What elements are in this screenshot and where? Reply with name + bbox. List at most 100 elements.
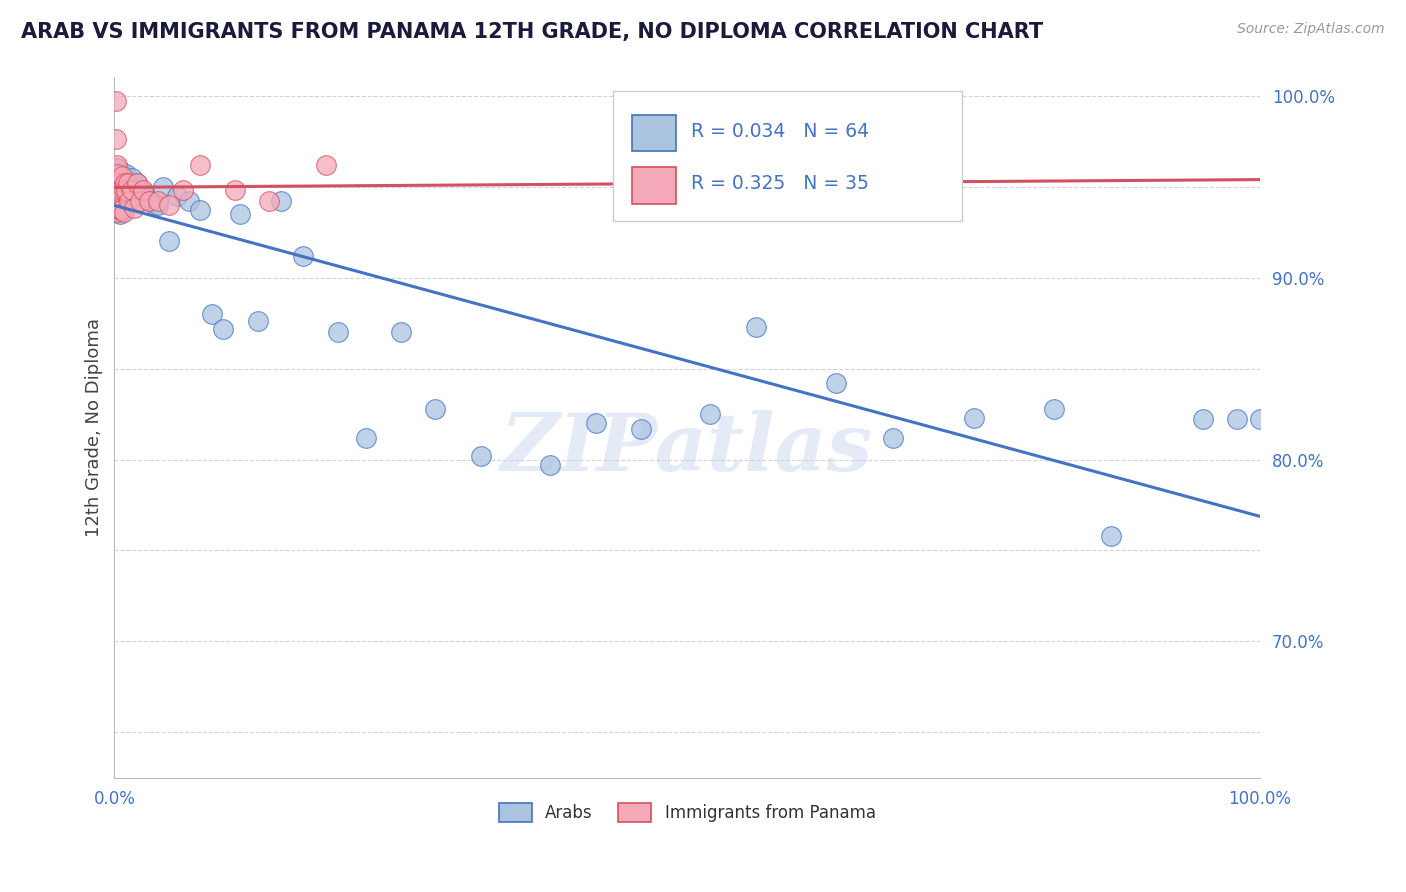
Point	[127, 176, 149, 190]
Point	[121, 190, 143, 204]
Point	[212, 321, 235, 335]
Point	[120, 183, 142, 197]
Point	[108, 176, 131, 190]
Point	[425, 401, 447, 416]
Point	[962, 410, 984, 425]
Point	[114, 170, 136, 185]
Point	[1099, 529, 1122, 543]
Point	[224, 183, 246, 197]
Point	[108, 203, 131, 218]
Point	[157, 234, 180, 248]
Point	[138, 194, 160, 209]
Point	[110, 165, 132, 179]
Y-axis label: 12th Grade, No Diploma: 12th Grade, No Diploma	[86, 318, 103, 537]
Point	[112, 196, 135, 211]
Point	[110, 203, 132, 218]
Point	[112, 205, 135, 219]
Point	[270, 194, 292, 209]
Point	[104, 161, 127, 176]
Point	[122, 202, 145, 216]
Point	[112, 169, 135, 183]
Point	[110, 194, 132, 209]
Point	[115, 198, 138, 212]
Point	[117, 192, 139, 206]
Point	[128, 194, 150, 209]
Point	[107, 188, 129, 202]
Point	[108, 170, 131, 185]
Point	[105, 158, 128, 172]
Point	[188, 158, 211, 172]
Point	[124, 186, 146, 201]
FancyBboxPatch shape	[633, 114, 676, 151]
Point	[121, 183, 143, 197]
Point	[115, 183, 138, 197]
Point	[108, 170, 131, 185]
Text: ARAB VS IMMIGRANTS FROM PANAMA 12TH GRADE, NO DIPLOMA CORRELATION CHART: ARAB VS IMMIGRANTS FROM PANAMA 12TH GRAD…	[21, 22, 1043, 42]
Point	[146, 194, 169, 209]
Point	[107, 186, 129, 201]
Point	[114, 176, 136, 190]
Point	[257, 194, 280, 209]
FancyBboxPatch shape	[633, 167, 676, 203]
Point	[630, 421, 652, 435]
Point	[122, 179, 145, 194]
Point	[1249, 412, 1271, 426]
Text: ZIPatlas: ZIPatlas	[501, 410, 873, 487]
Point	[108, 183, 131, 197]
Point	[135, 190, 157, 204]
Point	[115, 167, 138, 181]
Point	[107, 167, 129, 181]
Point	[246, 314, 269, 328]
Point	[538, 458, 561, 472]
Point	[166, 188, 188, 202]
Point	[470, 449, 492, 463]
Point	[117, 174, 139, 188]
Point	[1042, 401, 1064, 416]
Point	[121, 170, 143, 185]
Point	[108, 194, 131, 209]
Point	[132, 185, 155, 199]
Point	[107, 205, 129, 219]
Point	[107, 161, 129, 176]
Point	[699, 407, 721, 421]
Point	[585, 416, 607, 430]
Point	[389, 325, 412, 339]
Text: R = 0.034   N = 64: R = 0.034 N = 64	[690, 122, 869, 141]
Point	[118, 194, 141, 209]
Point	[146, 198, 169, 212]
Point	[115, 186, 138, 201]
Point	[315, 158, 337, 172]
Point	[128, 186, 150, 201]
Point	[188, 203, 211, 218]
Point	[108, 198, 131, 212]
Point	[108, 207, 131, 221]
Point	[143, 198, 166, 212]
Point	[177, 194, 200, 209]
Point	[105, 176, 128, 190]
Point	[172, 183, 194, 197]
Point	[111, 174, 134, 188]
Point	[127, 176, 149, 190]
Point	[138, 194, 160, 209]
Point	[105, 194, 128, 209]
Point	[152, 179, 174, 194]
Point	[1191, 412, 1213, 426]
Legend: Arabs, Immigrants from Panama: Arabs, Immigrants from Panama	[492, 797, 883, 829]
Point	[108, 185, 131, 199]
Point	[356, 431, 378, 445]
Point	[1226, 412, 1249, 426]
Point	[229, 207, 252, 221]
Point	[825, 376, 848, 390]
Point	[111, 169, 134, 183]
Point	[157, 198, 180, 212]
Point	[112, 183, 135, 197]
Point	[118, 176, 141, 190]
Point	[117, 176, 139, 190]
Point	[132, 183, 155, 197]
Point	[115, 178, 138, 192]
Text: Source: ZipAtlas.com: Source: ZipAtlas.com	[1237, 22, 1385, 37]
Point	[201, 307, 224, 321]
Point	[114, 190, 136, 204]
Point	[111, 203, 134, 218]
Point	[105, 167, 128, 181]
